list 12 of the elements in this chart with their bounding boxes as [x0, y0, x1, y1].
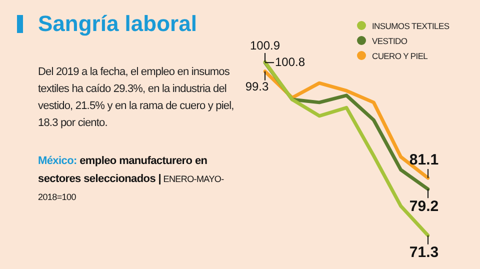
text: México: empleo manufacturero en sectores seleccionados | ENERO-MAYO-2018=100	[38, 155, 224, 202]
data-label: 100.8	[275, 54, 306, 69]
legend-label: VESTIDO	[372, 36, 408, 46]
data-label: 71.3	[409, 244, 439, 262]
text: Del 2019 a la fecha, el empleo en insumos textiles ha caído 29.3%, en la industria del vestido, 21.5% y en la rama de cuero y piel, 18.3 por ciento.	[38, 65, 235, 131]
data-label: 79.2	[409, 198, 439, 215]
legend-label: INSUMOS TEXTILES	[372, 20, 450, 30]
legend-label: CUERO Y PIEL	[372, 50, 428, 60]
chart-title: Sangría laboral	[38, 11, 197, 37]
data-label: 99.3	[245, 80, 269, 94]
data-label: 100.9	[250, 38, 280, 52]
data-label: 81.1	[409, 152, 439, 169]
